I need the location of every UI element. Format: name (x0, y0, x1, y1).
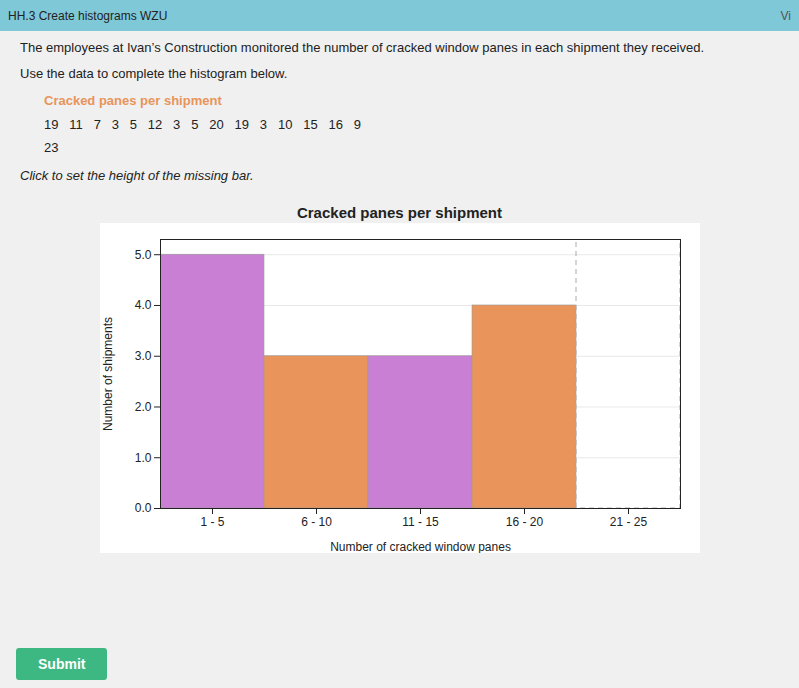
html-text:Click to set the height of the: Click to set the height of the missing b… (20, 167, 254, 183)
svg-text:6 - 10: 6 - 10 (301, 515, 332, 529)
html-text:Cracked panes per shipment: Cracked panes per shipment (44, 93, 222, 109)
svg-text:3.0: 3.0 (134, 349, 151, 363)
html-text:Submit: Submit (38, 656, 86, 672)
html-text:Vi: Vi (780, 8, 791, 23)
html-text:Use the data to complete the h: Use the data to complete the histogram b… (20, 65, 288, 81)
html-text:HH.3 Create histograms WZU: HH.3 Create histograms WZU (8, 8, 168, 23)
svg-text:0.0: 0.0 (134, 502, 151, 516)
svg-text:1 - 5: 1 - 5 (200, 515, 224, 529)
svg-text:5.0: 5.0 (134, 248, 151, 262)
svg-text:16 - 20: 16 - 20 (505, 515, 543, 529)
html-text:The employees at Ivan’s Constr: The employees at Ivan’s Construction mon… (20, 40, 705, 55)
svg-text:Number of shipments: Number of shipments (101, 317, 115, 431)
html-text:Cracked panes per shipment: Cracked panes per shipment (297, 204, 502, 222)
svg-text:1.0: 1.0 (134, 451, 151, 465)
html-text:19 11 7 3 5 12 3 5 20 19 3 10: 19 11 7 3 5 12 3 5 20 19 3 10 15 16 9 (44, 116, 361, 132)
svg-text:4.0: 4.0 (134, 299, 151, 313)
svg-text:11 - 15: 11 - 15 (402, 515, 439, 529)
svg-text:Number of cracked window panes: Number of cracked window panes (330, 540, 511, 554)
svg-text:21 - 25: 21 - 25 (609, 515, 647, 529)
html-text:23: 23 (44, 140, 59, 156)
svg-text:2.0: 2.0 (134, 400, 151, 414)
